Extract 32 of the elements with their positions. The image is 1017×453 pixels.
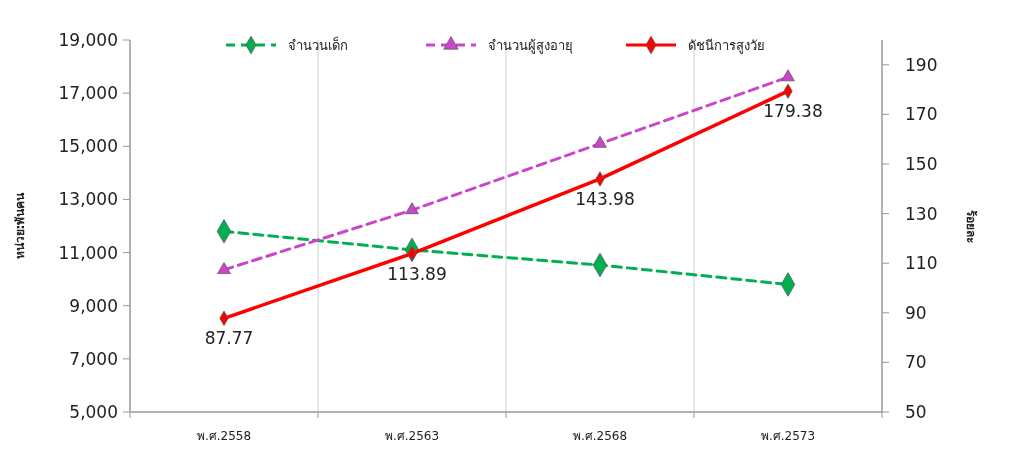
y2-tick-label: 190: [905, 54, 938, 75]
legend-entry: ดัชนีการสูงวัย: [626, 35, 765, 55]
y-tick-label: 17,000: [58, 83, 118, 104]
legend-label: จำนวนเด็ก: [288, 35, 348, 53]
y2-tick-label: 150: [905, 153, 938, 174]
y-axis-title: หน่วย:พันคน: [13, 191, 27, 260]
y2-tick-label: 90: [905, 302, 927, 323]
y2-tick-label: 130: [905, 203, 938, 224]
y-tick-label: 5,000: [69, 401, 118, 422]
data-label: 143.98: [575, 188, 635, 209]
y-tick-label: 7,000: [69, 348, 118, 369]
x-tick-label: พ.ศ.2563: [384, 429, 440, 443]
legend-entry: จำนวนเด็ก: [226, 35, 348, 55]
y-tick-label: 11,000: [58, 242, 118, 263]
y-tick-label: 13,000: [58, 189, 118, 210]
data-label: 113.89: [387, 263, 447, 284]
data-label: 87.77: [204, 328, 254, 349]
y2-tick-label: 50: [905, 401, 927, 422]
legend-label: จำนวนผู้สูงอายุ: [488, 37, 573, 54]
data-label: 179.38: [763, 101, 823, 122]
y2-tick-label: 70: [905, 352, 927, 373]
x-tick-label: พ.ศ.2573: [760, 429, 816, 443]
x-tick-label: พ.ศ.2568: [572, 429, 628, 443]
x-tick-label: พ.ศ.2558: [196, 429, 252, 443]
y-tick-label: 19,000: [58, 29, 118, 50]
y2-tick-label: 170: [905, 104, 938, 125]
y-tick-label: 9,000: [69, 295, 118, 316]
legend-label: ดัชนีการสูงวัย: [688, 37, 765, 54]
legend-entry: จำนวนผู้สูงอายุ: [426, 36, 573, 53]
y2-axis-title: ร้อยละ: [964, 209, 978, 243]
y-tick-label: 15,000: [58, 136, 118, 157]
y2-tick-label: 110: [905, 253, 938, 274]
